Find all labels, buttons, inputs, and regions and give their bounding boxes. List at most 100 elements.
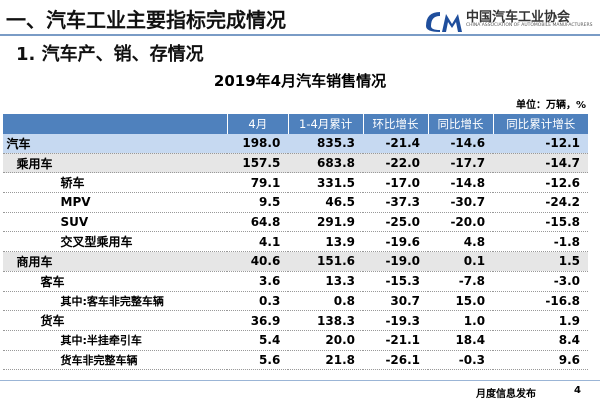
row-label: 汽车 — [2, 134, 228, 154]
value-cell: -7.8 — [428, 271, 494, 292]
table-body: 汽车 198.0 835.3 -21.4 -14.6 -12.1 乘用车 157.5 683.8… — [2, 134, 588, 371]
value-cell: -0.3 — [428, 350, 494, 371]
value-cell: -26.1 — [363, 350, 429, 371]
table-row: 客车 3.6 13.3 -15.3 -7.8 -3.0 — [2, 271, 588, 292]
value-cell: 0.8 — [288, 291, 364, 312]
value-cell: -15.3 — [363, 271, 429, 292]
value-cell: 9.6 — [493, 350, 588, 371]
value-cell: 835.3 — [288, 134, 364, 154]
header-cell: 环比增长 — [362, 114, 429, 134]
value-cell: -14.7 — [493, 153, 588, 174]
row-label: 乘用车 — [2, 153, 228, 174]
value-cell: 1.5 — [493, 251, 588, 272]
value-cell: 18.4 — [428, 330, 494, 351]
value-cell: 36.9 — [227, 310, 289, 331]
page-number: 4 — [574, 385, 581, 396]
value-cell: -37.3 — [363, 192, 429, 213]
unit-note: 单位：万辆，% — [515, 100, 586, 111]
row-label: 交叉型乘用车 — [2, 231, 228, 253]
table-row: 乘用车 157.5 683.8 -22.0 -17.7 -14.7 — [2, 153, 588, 174]
header-cell: 同比增长 — [427, 114, 494, 134]
value-cell: 46.5 — [288, 192, 364, 213]
value-cell: 4.1 — [227, 231, 289, 253]
value-cell: -21.1 — [363, 330, 429, 351]
value-cell: -17.7 — [428, 153, 494, 174]
value-cell: -20.0 — [428, 212, 494, 233]
row-label: 轿车 — [2, 172, 228, 194]
value-cell: -22.0 — [363, 153, 429, 174]
header-cell: 同比累计增长 — [492, 114, 588, 134]
footer-rule — [0, 380, 600, 381]
value-cell: -24.2 — [493, 192, 588, 213]
value-cell: 0.1 — [428, 251, 494, 272]
row-label: 商用车 — [2, 251, 228, 272]
header-cell — [2, 114, 228, 134]
value-cell: 4.8 — [428, 231, 494, 253]
value-cell: -12.6 — [493, 172, 588, 194]
table-row: 货车 36.9 138.3 -19.3 1.0 1.9 — [2, 310, 588, 331]
value-cell: 1.9 — [493, 310, 588, 331]
logo-english: CHINA ASSOCIATION OF AUTOMOBILE MANUFACT… — [466, 23, 593, 28]
header-rule — [0, 34, 600, 36]
value-cell: 9.5 — [227, 192, 289, 213]
table-row: 货车非完整车辆 5.6 21.8 -26.1 -0.3 9.6 — [2, 350, 588, 371]
value-cell: -14.6 — [428, 134, 494, 154]
value-cell: 683.8 — [288, 153, 364, 174]
value-cell: 20.0 — [288, 330, 364, 351]
logo-name: 中国汽车工业协会 — [466, 10, 571, 25]
value-cell: -12.1 — [493, 134, 588, 154]
value-cell: -15.8 — [493, 212, 588, 233]
sales-table: 4月 1-4月累计 环比增长 同比增长 同比累计增长 汽车 198.0 835.3 -21.4… — [2, 114, 588, 371]
value-cell: 3.6 — [227, 271, 289, 292]
value-cell: -30.7 — [428, 192, 494, 213]
value-cell: -19.3 — [363, 310, 429, 331]
table-row: MPV 9.5 46.5 -37.3 -30.7 -24.2 — [2, 192, 588, 213]
footer-text: 月度信息发布 — [476, 389, 536, 400]
table-row: 其中:半挂牵引车 5.4 20.0 -21.1 18.4 8.4 — [2, 330, 588, 351]
value-cell: 0.3 — [227, 291, 289, 312]
value-cell: -19.6 — [363, 231, 429, 253]
value-cell: 8.4 — [493, 330, 588, 351]
table-title: 2019年4月汽车销售情况 — [213, 72, 387, 90]
value-cell: -19.0 — [363, 251, 429, 272]
value-cell: 30.7 — [363, 291, 429, 312]
value-cell: 157.5 — [227, 153, 289, 174]
logo: 中国汽车工业协会 CHINA ASSOCIATION OF AUTOMOBILE… — [422, 6, 598, 34]
logo-mark — [426, 12, 462, 32]
header-row: 4月 1-4月累计 环比增长 同比增长 同比累计增长 — [2, 114, 588, 134]
value-cell: 40.6 — [227, 251, 289, 272]
table-row: 商用车 40.6 151.6 -19.0 0.1 1.5 — [2, 251, 588, 272]
value-cell: 5.4 — [227, 330, 289, 351]
value-cell: -14.8 — [428, 172, 494, 194]
section-title: 1. 汽车产、销、存情况 — [16, 44, 204, 65]
value-cell: -21.4 — [363, 134, 429, 154]
row-label: 货车非完整车辆 — [2, 350, 228, 371]
row-label: MPV — [2, 192, 228, 213]
row-label: 客车 — [2, 271, 228, 292]
table-row: SUV 64.8 291.9 -25.0 -20.0 -15.8 — [2, 212, 588, 233]
table-row: 其中:客车非完整车辆 0.3 0.8 30.7 15.0 -16.8 — [2, 291, 588, 312]
value-cell: -25.0 — [363, 212, 429, 233]
value-cell: 64.8 — [227, 212, 289, 233]
row-label: SUV — [2, 212, 228, 233]
value-cell: 198.0 — [227, 134, 289, 154]
table-row: 轿车 79.1 331.5 -17.0 -14.8 -12.6 — [2, 172, 588, 194]
value-cell: -1.8 — [493, 231, 588, 253]
value-cell: 291.9 — [288, 212, 364, 233]
value-cell: -17.0 — [363, 172, 429, 194]
value-cell: 79.1 — [227, 172, 289, 194]
value-cell: 138.3 — [288, 310, 364, 331]
value-cell: 151.6 — [288, 251, 364, 272]
header-cell: 4月 — [226, 114, 289, 134]
value-cell: 21.8 — [288, 350, 364, 371]
value-cell: -16.8 — [493, 291, 588, 312]
value-cell: 5.6 — [227, 350, 289, 371]
value-cell: 15.0 — [428, 291, 494, 312]
page-title: 一、汽车工业主要指标完成情况 — [6, 8, 286, 32]
row-label: 货车 — [2, 310, 228, 331]
row-label: 其中:客车非完整车辆 — [2, 291, 228, 312]
value-cell: 331.5 — [288, 172, 364, 194]
header-cell: 1-4月累计 — [287, 114, 364, 134]
value-cell: 13.9 — [288, 231, 364, 253]
